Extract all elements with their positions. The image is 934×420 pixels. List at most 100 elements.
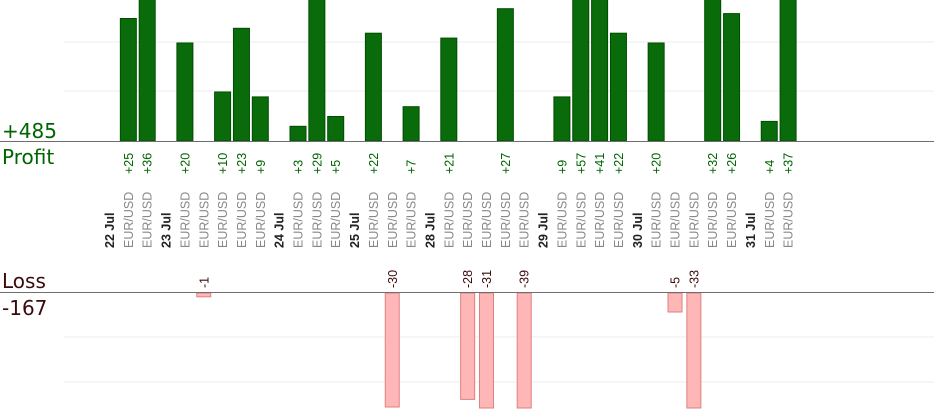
profit-bar [779, 0, 797, 142]
loss-value-label: -31 [480, 270, 494, 288]
pair-label: EUR/USD [141, 192, 155, 248]
pair-label: EUR/USD [706, 192, 720, 248]
profit-value-label: +22 [367, 153, 381, 174]
profit-bar [647, 42, 665, 142]
axis-lines [0, 141, 934, 293]
profit-bar [364, 32, 382, 142]
profit-value-label: +25 [122, 153, 136, 174]
profit-total: +485 [2, 119, 57, 143]
profit-value-label: +37 [782, 153, 796, 174]
pair-label: EUR/USD [461, 192, 475, 248]
profit-value-label: +3 [292, 160, 306, 174]
profit-bar [440, 37, 458, 142]
profit-value-label: +29 [310, 153, 324, 174]
pair-label: EUR/USD [687, 192, 701, 248]
profit-value-label: +20 [178, 153, 192, 174]
profit-bar [402, 106, 420, 142]
loss-bar [516, 292, 532, 409]
profit-value-label: +21 [442, 153, 456, 174]
profit-bar [591, 0, 609, 142]
profit-bar [327, 116, 345, 142]
pair-label: EUR/USD [725, 192, 739, 248]
pair-label: EUR/USD [197, 192, 211, 248]
pair-label: EUR/USD [216, 192, 230, 248]
profit-bar [119, 18, 137, 142]
pair-label: EUR/USD [367, 192, 381, 248]
date-label: 25 Jul [348, 213, 362, 248]
profit-value-label: +36 [141, 153, 155, 174]
pair-label: EUR/USD [518, 192, 532, 248]
loss-value-label: -1 [197, 277, 211, 288]
loss-bar [667, 292, 683, 313]
date-label: 31 Jul [744, 213, 758, 248]
profit-bar [289, 125, 307, 142]
loss-bar [384, 292, 400, 408]
loss-value-label: -28 [461, 270, 475, 288]
profit-value-label: +4 [763, 160, 777, 174]
profit-value-label: +57 [574, 153, 588, 174]
profit-value-label: +22 [612, 153, 626, 174]
profit-bar [553, 96, 571, 142]
profit-label: Profit [2, 145, 55, 169]
category-labels: 22 Jul EUR/USD EUR/USD 23 Jul EUR/USD EUR/USD… [103, 192, 796, 248]
loss-value-label: -39 [518, 270, 532, 288]
profit-bar [704, 0, 722, 142]
loss-bar [460, 292, 476, 400]
loss-bar [479, 292, 494, 409]
date-label: 22 Jul [103, 213, 117, 248]
profit-bar [723, 13, 741, 142]
date-label: 24 Jul [273, 213, 287, 248]
profit-value-label: +7 [405, 160, 419, 174]
date-label: 28 Jul [423, 213, 437, 248]
loss-bar [196, 292, 212, 298]
profit-value-label: +26 [725, 153, 739, 174]
date-label: 30 Jul [631, 213, 645, 248]
pair-label: EUR/USD [329, 192, 343, 248]
loss-bar [686, 292, 702, 409]
profit-bar [308, 0, 326, 142]
pair-label: EUR/USD [499, 192, 513, 248]
profit-bar [609, 32, 627, 142]
profit-value-label: +9 [254, 160, 268, 174]
profit-value-label: +32 [706, 153, 720, 174]
pair-label: EUR/USD [574, 192, 588, 248]
profit-value-label: +41 [593, 153, 607, 174]
loss-label: Loss [2, 269, 46, 293]
profit-value-label: +27 [499, 153, 513, 174]
loss-total: -167 [2, 296, 48, 320]
pair-label: EUR/USD [763, 192, 777, 248]
pair-label: EUR/USD [310, 192, 324, 248]
pair-label: EUR/USD [235, 192, 249, 248]
profit-bar [138, 0, 156, 142]
profit-bar [572, 0, 590, 142]
loss-value-label: -5 [669, 277, 683, 288]
pair-label: EUR/USD [782, 192, 796, 248]
profit-bar [496, 8, 514, 142]
loss-value-label: -30 [386, 270, 400, 288]
pair-label: EUR/USD [669, 192, 683, 248]
pair-label: EUR/USD [593, 192, 607, 248]
profit-bar [214, 91, 232, 142]
date-label: 29 Jul [537, 213, 551, 248]
bars [119, 0, 797, 409]
bar-labels: +25 +36 +20 -1 +10 +23 +9 +3 +29 +5 +22 -30 +7 +21 -28… [122, 153, 796, 288]
pair-label: EUR/USD [122, 192, 136, 248]
profit-bar [760, 120, 778, 142]
pair-label: EUR/USD [405, 192, 419, 248]
profit-bar [176, 42, 194, 142]
profit-bar [232, 27, 250, 142]
pair-label: EUR/USD [254, 192, 268, 248]
pair-label: EUR/USD [442, 192, 456, 248]
pair-label: EUR/USD [612, 192, 626, 248]
profit-value-label: +20 [650, 153, 664, 174]
profit-value-label: +23 [235, 153, 249, 174]
date-label: 23 Jul [160, 213, 174, 248]
pair-label: EUR/USD [292, 192, 306, 248]
loss-value-label: -33 [687, 270, 701, 288]
pair-label: EUR/USD [650, 192, 664, 248]
pair-label: EUR/USD [178, 192, 192, 248]
pair-label: EUR/USD [480, 192, 494, 248]
profit-value-label: +10 [216, 153, 230, 174]
profit-bar [251, 96, 269, 142]
